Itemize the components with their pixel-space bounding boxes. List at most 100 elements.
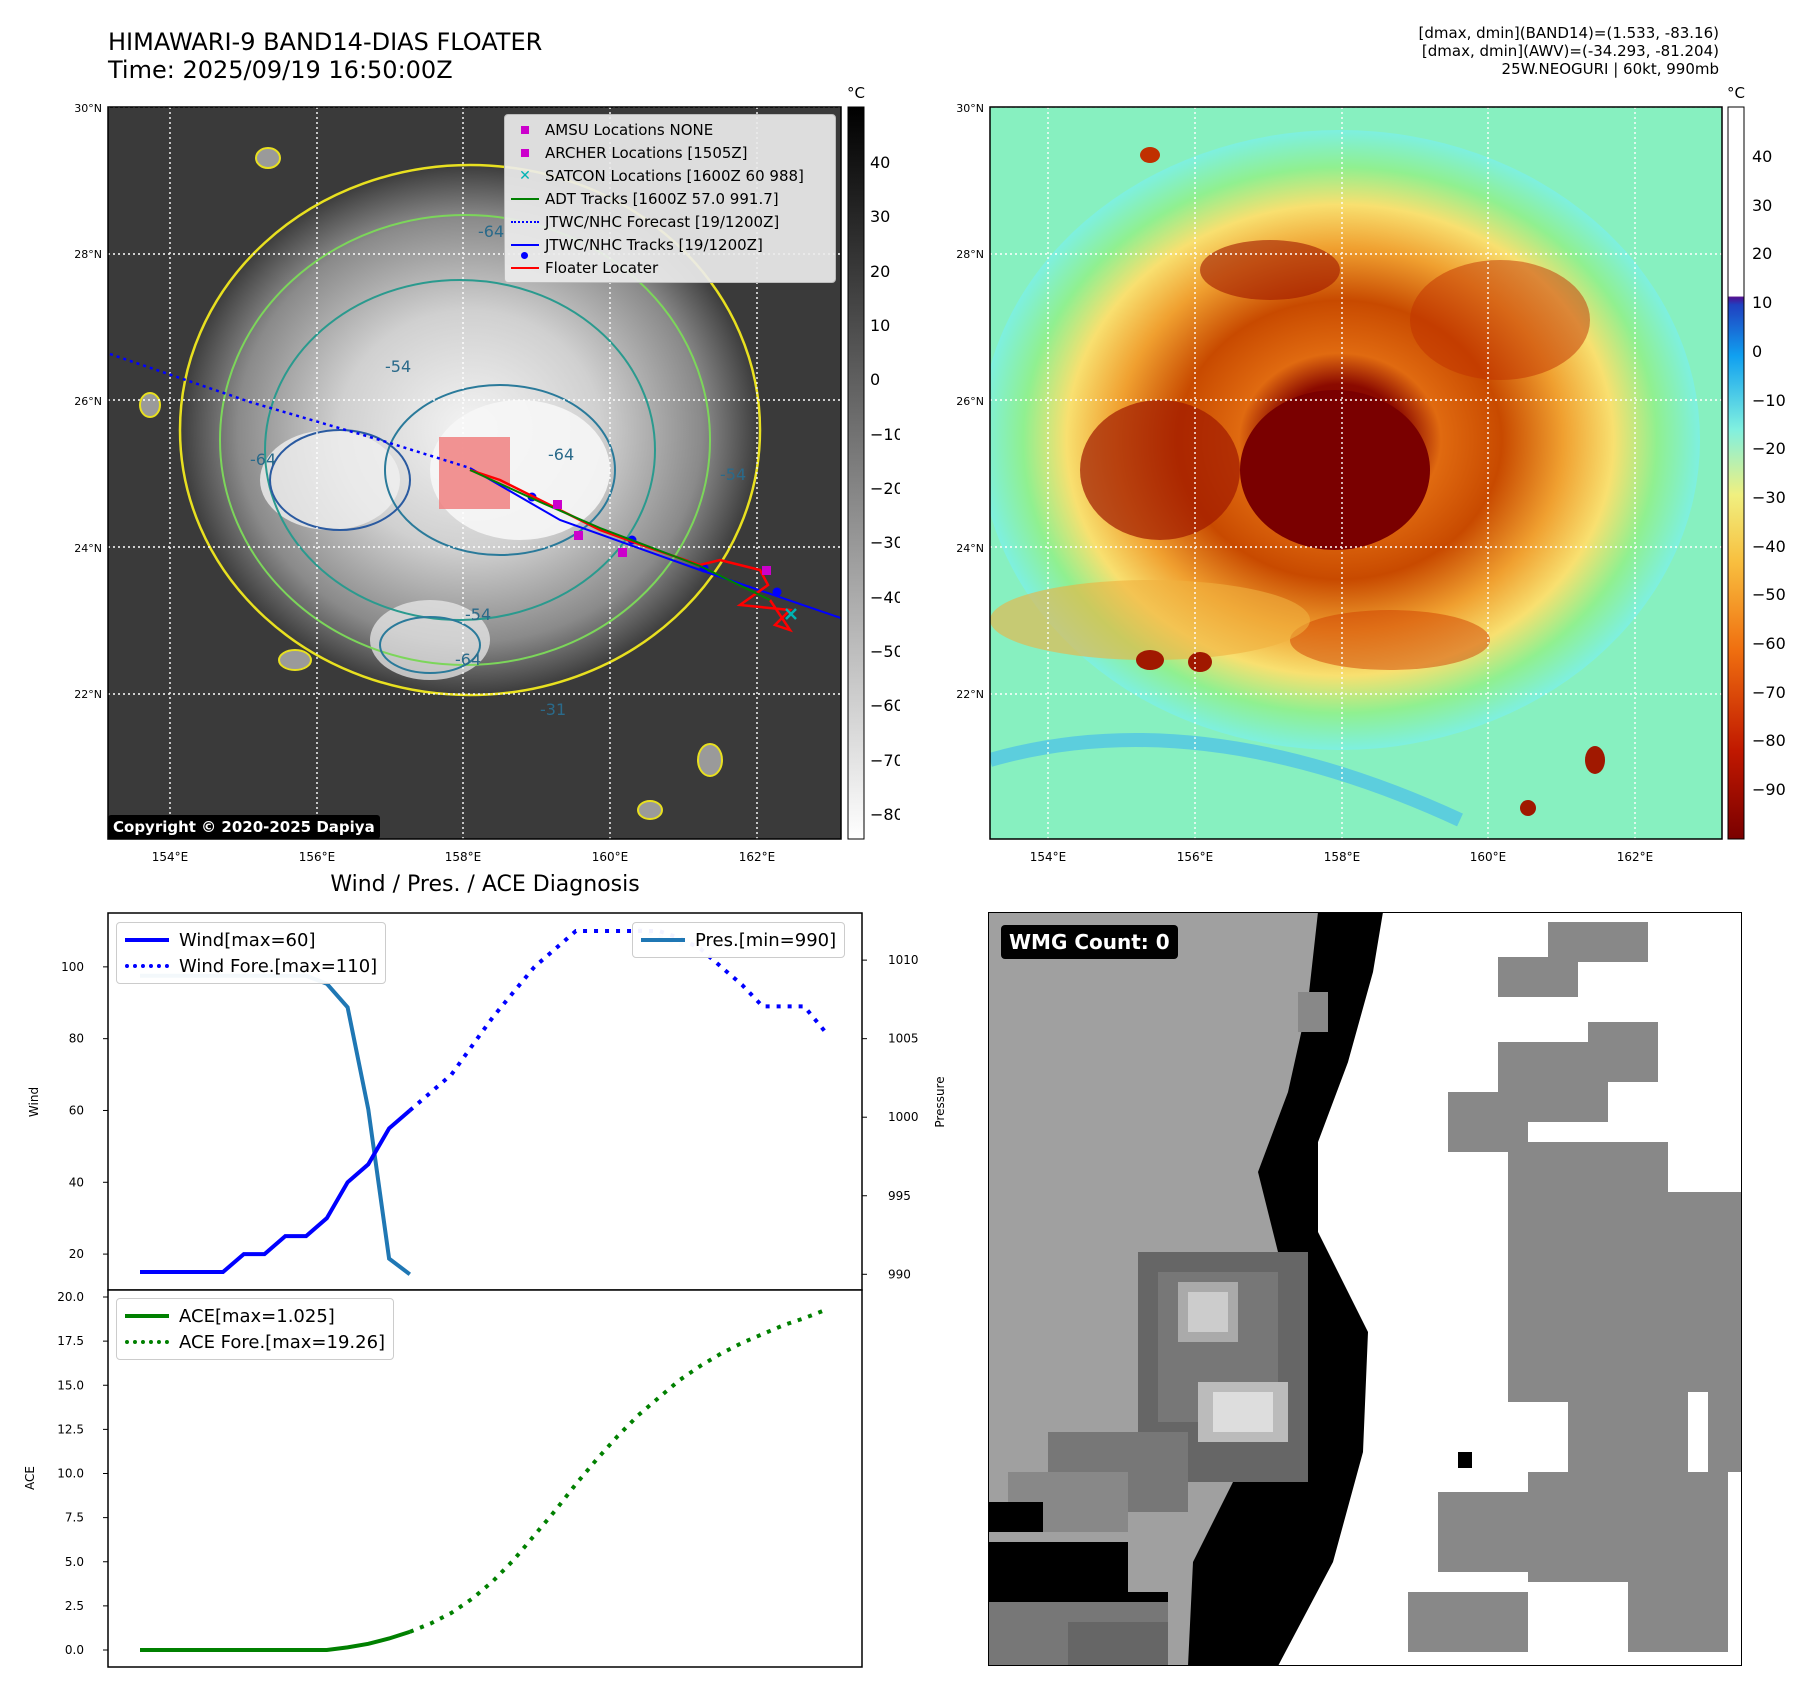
wind-axis-label: Wind [27,1087,41,1117]
wv-image [990,107,1722,839]
svg-text:−40: −40 [1752,537,1786,556]
svg-text:30: 30 [1752,196,1772,215]
title-line-1: HIMAWARI-9 BAND14-DIAS FLOATER [108,28,543,56]
legend-ace: ACE[max=1.025] [125,1303,385,1329]
svg-text:26°N: 26°N [956,395,984,408]
ace-axis-label: ACE [23,1466,37,1490]
stats-band14: [dmax, dmin](BAND14)=(1.533, -83.16) [1418,24,1719,42]
legend-satcon: ✕ SATCON Locations [1600Z 60 988] [505,164,835,187]
svg-text:−40: −40 [870,588,900,607]
legend-archer: ARCHER Locations [1505Z] [505,141,835,164]
pressure-tick-label: 1000 [888,1110,919,1124]
svg-text:0: 0 [1752,342,1762,361]
legend-forecast: JTWC/NHC Forecast [19/1200Z] [505,210,835,233]
wmg-gray-blocks [1298,922,1742,1652]
figure-title: HIMAWARI-9 BAND14-DIAS FLOATER Time: 202… [108,28,542,84]
svg-text:−10: −10 [1752,391,1786,410]
svg-text:20: 20 [870,262,890,281]
wv-lat-labels: 30°N 28°N 26°N 24°N 22°N [956,102,984,701]
wv-colorbar-ticks: 40 30 20 10 0 −10 −20 −30 −40 −50 −60 −7… [1752,147,1786,799]
wv-map-panel: 30°N 28°N 26°N 24°N 22°N 154°E 156°E 158… [956,84,1786,864]
stats-awv: [dmax, dmin](AWV)=(-34.293, -81.204) [1421,42,1719,60]
wind-tick-label: 80 [69,1032,84,1046]
adt-track [469,469,771,601]
ace-tick-label: 12.5 [57,1422,84,1436]
ace-legend: ACE[max=1.025] ACE Fore.[max=19.26] [116,1298,395,1360]
solid-line-icon [641,938,685,942]
dotted-line-icon [125,964,169,968]
svg-text:154°E: 154°E [152,850,189,864]
wind-tick-label: 100 [61,960,84,974]
svg-text:158°E: 158°E [445,850,482,864]
svg-text:160°E: 160°E [1470,850,1507,864]
legend-pressure: Pres.[min=990] [641,927,836,953]
svg-text:−20: −20 [870,479,900,498]
satcon-locations [785,608,797,620]
wind-tick-label: 20 [69,1247,84,1261]
contour-label: -64 [250,450,276,469]
contour-label: -54 [385,357,411,376]
ace-tick-label: 2.5 [65,1599,84,1613]
legend-amsu: AMSU Locations NONE [505,118,835,141]
pressure-axis-label: Pressure [933,1076,947,1127]
svg-text:−70: −70 [870,751,900,770]
wmg-bottom-gray [988,1602,1168,1666]
solid-line-icon [511,197,539,200]
ir-colorbar-ticks: 40 30 20 10 0 −10 −20 −30 −40 −50 −60 −7… [870,153,900,824]
solid-line-icon [511,266,539,269]
ace-tick-label: 0.0 [65,1643,84,1657]
svg-text:10: 10 [870,316,890,335]
ace-tick-label: 15.0 [57,1378,84,1392]
svg-text:−90: −90 [1752,780,1786,799]
legend-wind-fore: Wind Fore.[max=110] [125,953,377,979]
storm-info: 25W.NEOGURI | 60kt, 990mb [1501,60,1719,78]
ace-tick-label: 5.0 [65,1555,84,1569]
copyright-badge: Copyright © 2020-2025 Dapiya [108,815,380,839]
floater-locater-track [469,468,794,633]
legend-wind: Wind[max=60] [125,927,377,953]
svg-text:156°E: 156°E [299,850,336,864]
pressure-tick-label: 990 [888,1267,911,1281]
svg-text:−50: −50 [1752,585,1786,604]
legend-best-track: JTWC/NHC Tracks [19/1200Z] [505,233,835,259]
svg-text:158°E: 158°E [1324,850,1361,864]
ace-tick-label: 20.0 [57,1290,84,1304]
ir-colorbar-unit: °C [847,84,865,102]
svg-text:−80: −80 [870,805,900,824]
ir-colorbar [847,106,865,840]
pressure-tick-label: 1010 [888,953,919,967]
svg-text:−70: −70 [1752,683,1786,702]
solid-line-icon [125,1314,169,1318]
ace-forecast-line [409,1308,826,1634]
svg-text:−20: −20 [1752,439,1786,458]
svg-text:40: 40 [1752,147,1772,166]
svg-text:40: 40 [870,153,890,172]
wmg-panel [988,912,1742,1666]
wv-colorbar-unit: °C [1727,84,1745,102]
best-track [469,467,841,619]
ir-lat-labels: 30°N 28°N 26°N 24°N 22°N [74,102,102,701]
svg-text:20: 20 [1752,244,1772,263]
contour-label: -64 [548,445,574,464]
svg-text:162°E: 162°E [739,850,776,864]
wind-line [140,1108,412,1274]
contour-label: -64 [478,222,504,241]
svg-text:−60: −60 [870,696,900,715]
ir-lon-labels: 154°E 156°E 158°E 160°E 162°E [152,850,776,864]
svg-text:30°N: 30°N [956,102,984,115]
svg-text:156°E: 156°E [1177,850,1214,864]
svg-text:22°N: 22°N [74,688,102,701]
square-marker-icon [521,148,529,157]
contour-label: -64 [455,650,481,669]
ace-tick-label: 7.5 [65,1511,84,1525]
square-marker-icon [521,125,529,134]
forecast-track [109,352,471,470]
svg-text:10: 10 [1752,293,1772,312]
legend-floater: Floater Locater [505,256,835,279]
solid-line-icon [125,938,169,942]
svg-text:0: 0 [870,370,880,389]
wind-tick-label: 60 [69,1103,84,1117]
contour-label: -31 [540,700,566,719]
stats-info: [dmax, dmin](BAND14)=(1.533, -83.16) [dm… [1419,24,1719,78]
wmg-count-badge: WMG Count: 0 [1001,925,1178,959]
